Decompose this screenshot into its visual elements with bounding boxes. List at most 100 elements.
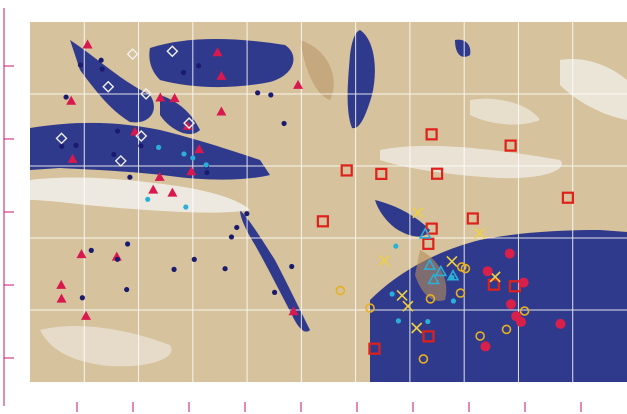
navy-dot-marker [124, 286, 130, 293]
red-dot-marker [505, 299, 516, 310]
red-dot-marker [480, 341, 491, 352]
yellow-cross-marker [396, 289, 408, 302]
yellow-circle-marker [365, 303, 375, 313]
magenta-triangle-marker [76, 249, 87, 259]
red-dot-marker [482, 266, 493, 277]
cyan-triangle-marker [427, 272, 440, 285]
white-diamond-marker [166, 45, 179, 58]
magenta-triangle-marker [194, 144, 205, 154]
cyan-dot-marker [389, 291, 395, 297]
navy-dot-marker [59, 143, 65, 149]
magenta-triangle-marker [56, 279, 67, 289]
navy-dot-marker [244, 211, 250, 217]
red-square-marker [487, 278, 500, 291]
map-image [30, 22, 627, 382]
navy-dot-marker [124, 241, 131, 247]
navy-dot-marker [271, 289, 278, 296]
cyan-dot-marker [145, 196, 151, 202]
navy-dot-marker [222, 266, 228, 272]
navy-dot-marker [255, 90, 261, 96]
magenta-triangle-marker [66, 95, 77, 105]
magenta-triangle-marker [154, 171, 165, 181]
red-dot-marker [555, 318, 566, 329]
cyan-dot-marker [395, 318, 402, 324]
red-square-marker [375, 167, 388, 181]
yellow-cross-marker [474, 227, 486, 239]
cyan-dot-marker [183, 204, 189, 210]
red-dot-marker [518, 277, 529, 288]
yellow-circle-marker [501, 324, 512, 335]
magenta-triangle-marker [82, 39, 93, 49]
cyan-dot-marker [203, 162, 209, 168]
navy-dot-marker [204, 169, 210, 176]
red-square-marker [425, 128, 438, 141]
navy-dot-marker [268, 92, 274, 98]
navy-dot-marker [114, 128, 121, 134]
white-diamond-marker [135, 130, 148, 143]
magenta-triangle-marker [293, 79, 304, 89]
magenta-triangle-marker [212, 47, 223, 57]
magenta-triangle-marker [216, 106, 227, 116]
yellow-circle-marker [335, 285, 346, 296]
red-square-marker [430, 167, 444, 180]
navy-dot-marker [77, 62, 84, 68]
cyan-dot-marker [393, 243, 399, 249]
navy-dot-marker [114, 256, 121, 262]
yellow-cross-marker [402, 300, 414, 312]
axis-ticks [3, 8, 582, 412]
yellow-cross-marker [411, 322, 423, 334]
navy-dot-marker [228, 234, 235, 240]
red-square-marker [425, 222, 438, 235]
red-square-marker [340, 164, 353, 177]
navy-dot-marker [73, 142, 79, 148]
cyan-dot-marker [190, 155, 196, 161]
yellow-circle-marker [425, 294, 436, 304]
yellow-circle-marker [460, 263, 471, 274]
red-square-marker [508, 280, 522, 293]
magenta-triangle-marker [81, 310, 92, 320]
navy-dot-marker [191, 256, 197, 262]
magenta-triangle-marker [167, 187, 178, 197]
white-diamond-marker [183, 117, 196, 130]
red-square-marker [504, 139, 517, 152]
red-square-marker [422, 330, 435, 343]
cyan-dot-marker [156, 144, 162, 150]
white-diamond-marker [55, 132, 68, 145]
magenta-triangle-marker [67, 153, 78, 163]
magenta-triangle-marker [288, 306, 299, 316]
cyan-triangle-marker [423, 258, 437, 270]
navy-dot-marker [289, 263, 295, 270]
red-square-marker [368, 342, 381, 355]
navy-dot-marker [171, 266, 177, 272]
magenta-triangle-marker [129, 126, 140, 136]
cyan-dot-marker [425, 318, 431, 325]
navy-dot-marker [99, 66, 105, 72]
yellow-cross-marker [378, 255, 390, 267]
red-square-marker [316, 215, 329, 228]
navy-dot-marker [111, 151, 117, 158]
navy-dot-marker [234, 224, 240, 231]
cyan-dot-marker [181, 151, 187, 157]
cyan-dot-marker [450, 298, 457, 304]
white-diamond-marker [102, 80, 115, 93]
magenta-triangle-marker [148, 184, 159, 194]
red-square-marker [422, 237, 435, 250]
magenta-triangle-marker [169, 93, 180, 103]
navy-dot-marker [63, 94, 69, 100]
magenta-triangle-marker [186, 166, 197, 176]
cyan-triangle-marker [434, 264, 448, 277]
red-dot-marker [516, 316, 527, 327]
magenta-triangle-marker [155, 92, 166, 102]
navy-dot-marker [196, 63, 202, 69]
white-diamond-marker [114, 154, 127, 167]
navy-dot-marker [180, 69, 187, 76]
yellow-cross-marker [446, 255, 458, 267]
data-markers [55, 39, 574, 364]
white-diamond-marker [140, 87, 153, 100]
navy-dot-marker [79, 295, 85, 301]
yellow-circle-marker [455, 288, 466, 298]
cyan-triangle-marker [446, 269, 460, 281]
navy-dot-marker [138, 143, 144, 149]
red-square-marker [561, 191, 574, 204]
